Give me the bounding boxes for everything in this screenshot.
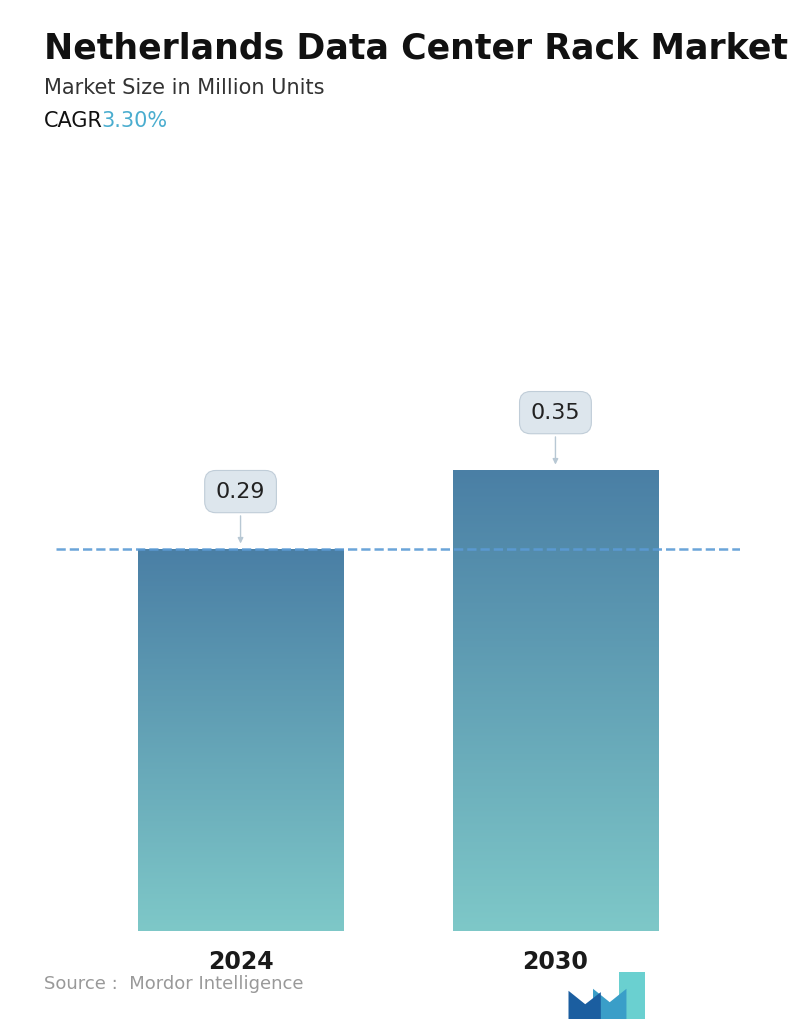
Polygon shape — [568, 969, 601, 1020]
Polygon shape — [618, 972, 646, 1020]
Polygon shape — [593, 969, 626, 1020]
Text: 3.30%: 3.30% — [101, 111, 167, 130]
Text: 0.35: 0.35 — [531, 402, 580, 463]
Text: 0.29: 0.29 — [216, 482, 265, 542]
Text: Netherlands Data Center Rack Market: Netherlands Data Center Rack Market — [44, 31, 788, 65]
Text: Source :  Mordor Intelligence: Source : Mordor Intelligence — [44, 975, 303, 993]
Text: Market Size in Million Units: Market Size in Million Units — [44, 78, 324, 97]
Text: CAGR: CAGR — [44, 111, 103, 130]
